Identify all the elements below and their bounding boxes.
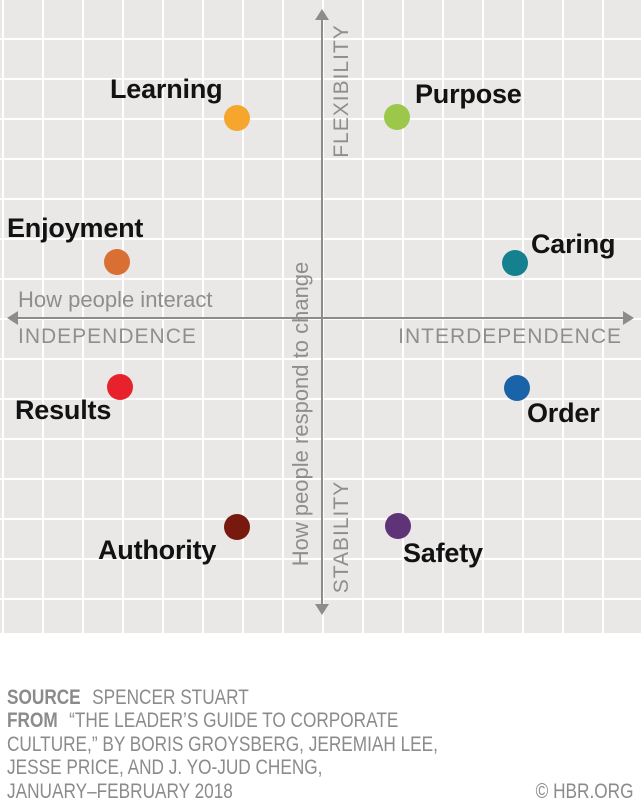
arrow-down-icon bbox=[315, 604, 329, 615]
y-axis-caption: How people respond to change bbox=[288, 261, 313, 567]
from-label: FROM bbox=[7, 709, 58, 733]
from-text-1: “THE LEADER’S GUIDE TO CORPORATE bbox=[69, 709, 399, 733]
source-footer: SOURCE SPENCER STUART FROM “THE LEADER’S G… bbox=[0, 633, 641, 803]
point-dot-purpose bbox=[384, 104, 410, 130]
point-label-results: Results bbox=[15, 395, 112, 425]
point-dot-order bbox=[504, 375, 530, 401]
arrow-up-icon bbox=[315, 9, 329, 20]
arrow-left-icon bbox=[7, 311, 18, 325]
footer-date: JANUARY–FEBRUARY 2018 bbox=[7, 779, 233, 803]
footer-source-line: SOURCE SPENCER STUART bbox=[7, 686, 527, 709]
point-label-safety: Safety bbox=[403, 538, 483, 568]
point-label-authority: Authority bbox=[98, 535, 217, 565]
footer-from-line-4: JANUARY–FEBRUARY 2018 © HBR.ORG bbox=[7, 780, 641, 803]
hbr-credit: © HBR.ORG bbox=[535, 779, 634, 803]
y-axis-positive-label: FLEXIBILITY bbox=[330, 24, 353, 158]
footer-from-line-2: CULTURE,” BY BORIS GROYSBERG, JEREMIAH L… bbox=[7, 732, 438, 756]
point-dot-authority bbox=[224, 514, 250, 540]
point-label-purpose: Purpose bbox=[415, 79, 522, 109]
point-dot-results bbox=[107, 374, 133, 400]
source-value: SPENCER STUART bbox=[92, 686, 249, 709]
horizontal-axis-line bbox=[14, 317, 626, 319]
footer-from-line-3: JESSE PRICE, AND J. YO-JUD CHENG, bbox=[7, 756, 323, 780]
point-label-caring: Caring bbox=[531, 229, 616, 259]
y-axis-negative-label: STABILITY bbox=[330, 480, 353, 594]
point-dot-enjoyment bbox=[104, 249, 130, 275]
x-axis-positive-label: INTERDEPENDENCE bbox=[398, 325, 622, 348]
quadrant-plot-area: FLEXIBILITY STABILITY How people respond… bbox=[0, 0, 641, 633]
point-label-learning: Learning bbox=[110, 74, 223, 104]
footer-from-line-1: FROM “THE LEADER’S GUIDE TO CORPORATE bbox=[7, 709, 527, 732]
x-axis-negative-label: INDEPENDENCE bbox=[18, 325, 197, 348]
vertical-axis-line bbox=[321, 16, 323, 608]
point-dot-safety bbox=[385, 513, 411, 539]
point-dot-caring bbox=[502, 250, 528, 276]
source-label: SOURCE bbox=[7, 686, 81, 709]
point-dot-learning bbox=[224, 105, 250, 131]
x-axis-caption: How people interact bbox=[18, 287, 213, 312]
point-label-order: Order bbox=[527, 398, 600, 428]
point-label-enjoyment: Enjoyment bbox=[7, 213, 144, 243]
arrow-right-icon bbox=[623, 311, 634, 325]
